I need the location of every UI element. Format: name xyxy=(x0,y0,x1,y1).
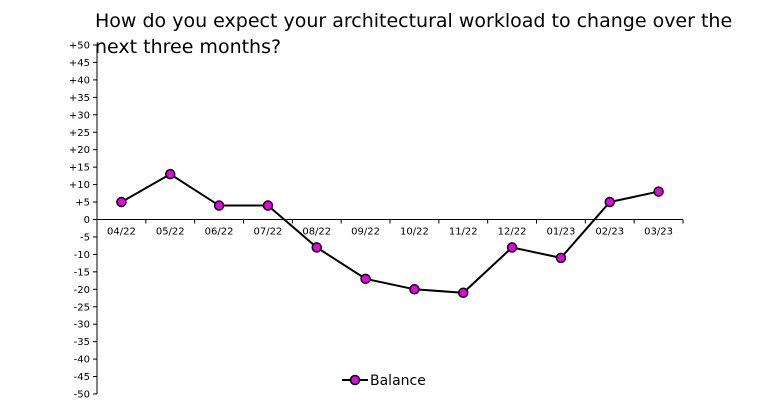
data-point xyxy=(360,273,371,285)
x-tick-label: 09/22 xyxy=(351,227,380,238)
y-tick-label: +35 xyxy=(69,93,90,104)
x-tick-label: 11/22 xyxy=(449,227,478,238)
x-tick-label: 05/22 xyxy=(156,227,185,238)
x-tick-label: 01/23 xyxy=(547,227,576,238)
legend: Balance xyxy=(342,373,426,389)
y-tick-label: -50 xyxy=(74,390,90,400)
x-tick-label: 03/23 xyxy=(644,227,673,238)
x-tick-label: 10/22 xyxy=(400,227,429,238)
y-tick-label: +50 xyxy=(69,41,90,52)
data-point xyxy=(165,168,176,180)
y-tick-label: +15 xyxy=(69,163,90,174)
y-tick-label: -5 xyxy=(80,232,90,243)
x-tick-label: 04/22 xyxy=(107,227,136,238)
x-tick-label: 06/22 xyxy=(205,227,234,238)
data-point xyxy=(311,242,322,253)
y-tick-label: +45 xyxy=(69,58,90,69)
y-tick-label: +20 xyxy=(69,145,90,156)
y-tick-label: -25 xyxy=(74,302,90,313)
chart-title: How do you expect your architectural wor… xyxy=(95,10,733,58)
series-balance xyxy=(116,168,664,299)
data-point xyxy=(213,200,225,211)
data-point xyxy=(262,200,274,211)
y-tick-label: -40 xyxy=(74,355,90,366)
data-point xyxy=(653,186,664,197)
y-tick-label: +5 xyxy=(75,198,90,209)
y-tick-label: -45 xyxy=(74,372,90,383)
x-axis: 04/22 05/22 06/22 07/22 08/22 09/22 10/22 11/22… xyxy=(96,219,684,238)
y-tick-label: -20 xyxy=(74,285,90,296)
data-point xyxy=(409,284,420,295)
x-tick-label: 12/22 xyxy=(498,227,527,238)
series-line xyxy=(120,172,659,294)
y-tick-label: +40 xyxy=(69,75,90,86)
data-point xyxy=(555,252,567,264)
y-tick-label: +25 xyxy=(69,128,90,139)
legend-marker xyxy=(349,374,361,386)
y-tick-label: 0 xyxy=(84,215,90,226)
y-axis: +50+45+40+35+30+25+20+15+10+50-5-10-15-2… xyxy=(69,41,98,400)
y-tick-label: +30 xyxy=(69,110,90,121)
y-tick-label: -15 xyxy=(74,267,90,278)
x-tick-label: 07/22 xyxy=(254,227,283,238)
y-tick-label: +10 xyxy=(69,180,90,191)
y-tick-label: -10 xyxy=(74,250,90,261)
legend-label: Balance xyxy=(370,373,426,389)
y-tick-label: -30 xyxy=(74,320,90,331)
x-tick-label: 02/23 xyxy=(595,227,624,238)
data-point xyxy=(458,287,469,299)
data-point xyxy=(604,196,615,208)
data-point xyxy=(116,196,127,208)
data-point xyxy=(506,242,518,253)
y-tick-label: -35 xyxy=(74,337,90,348)
x-tick-label: 08/22 xyxy=(302,227,331,238)
